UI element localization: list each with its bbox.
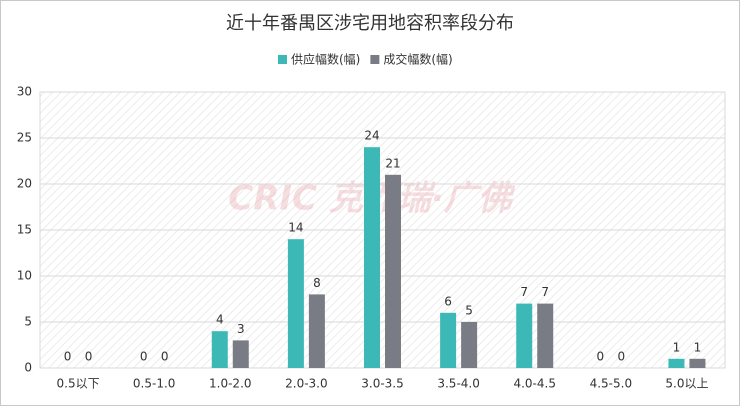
- bar: [440, 312, 457, 368]
- x-tick-label: 4.5-5.0: [590, 377, 633, 391]
- data-label: 0: [597, 350, 605, 364]
- chart-title: 近十年番禺区涉宅用地容积率段分布: [226, 13, 514, 34]
- bar: [308, 294, 325, 368]
- data-label: 3: [237, 322, 245, 336]
- data-label: 0: [161, 350, 169, 364]
- legend-label: 供应幅数(幅): [291, 52, 360, 67]
- bar: [668, 358, 685, 368]
- data-label: 0: [618, 350, 626, 364]
- y-tick-label: 10: [17, 269, 32, 283]
- bar: [516, 303, 533, 368]
- x-tick-label: 1.0-2.0: [209, 377, 252, 391]
- bar: [689, 358, 706, 368]
- data-label: 6: [444, 294, 452, 308]
- y-tick-label: 0: [24, 361, 32, 375]
- data-label: 0: [85, 350, 93, 364]
- y-tick-label: 25: [17, 131, 32, 145]
- data-label: 21: [385, 156, 400, 170]
- data-label: 7: [520, 285, 528, 299]
- bar: [287, 239, 304, 368]
- x-tick-label: 0.5以下: [57, 377, 100, 391]
- data-label: 4: [216, 313, 224, 327]
- bar: [364, 147, 380, 368]
- bar: [232, 340, 249, 368]
- legend-swatch: [278, 55, 287, 64]
- data-label: 0: [140, 350, 148, 364]
- x-tick-label: 4.0-4.5: [513, 377, 556, 391]
- data-label: 8: [313, 276, 321, 290]
- legend-label: 成交幅数(幅): [383, 52, 452, 67]
- bar: [385, 174, 401, 368]
- legend: 供应幅数(幅) 成交幅数(幅): [278, 52, 453, 67]
- x-tick-label: 3.5-4.0: [437, 377, 480, 391]
- x-tick-label: 2.0-3.0: [285, 377, 328, 391]
- x-tick-label: 3.0-3.5: [361, 377, 404, 391]
- bar: [461, 322, 478, 368]
- y-tick-label: 20: [17, 177, 32, 191]
- data-label: 7: [541, 285, 549, 299]
- y-tick-label: 30: [17, 85, 32, 99]
- y-tick-label: 5: [24, 315, 32, 329]
- data-label: 24: [364, 129, 379, 143]
- x-tick-label: 5.0以上: [665, 377, 708, 391]
- data-label: 5: [465, 304, 473, 318]
- data-label: 1: [673, 340, 681, 354]
- data-label: 0: [64, 350, 72, 364]
- x-tick-label: 0.5-1.0: [133, 377, 176, 391]
- bar: [537, 303, 554, 368]
- data-label: 1: [694, 340, 702, 354]
- bar: [211, 331, 228, 368]
- y-tick-label: 15: [17, 223, 32, 237]
- legend-swatch: [370, 55, 380, 64]
- data-label: 14: [288, 221, 303, 235]
